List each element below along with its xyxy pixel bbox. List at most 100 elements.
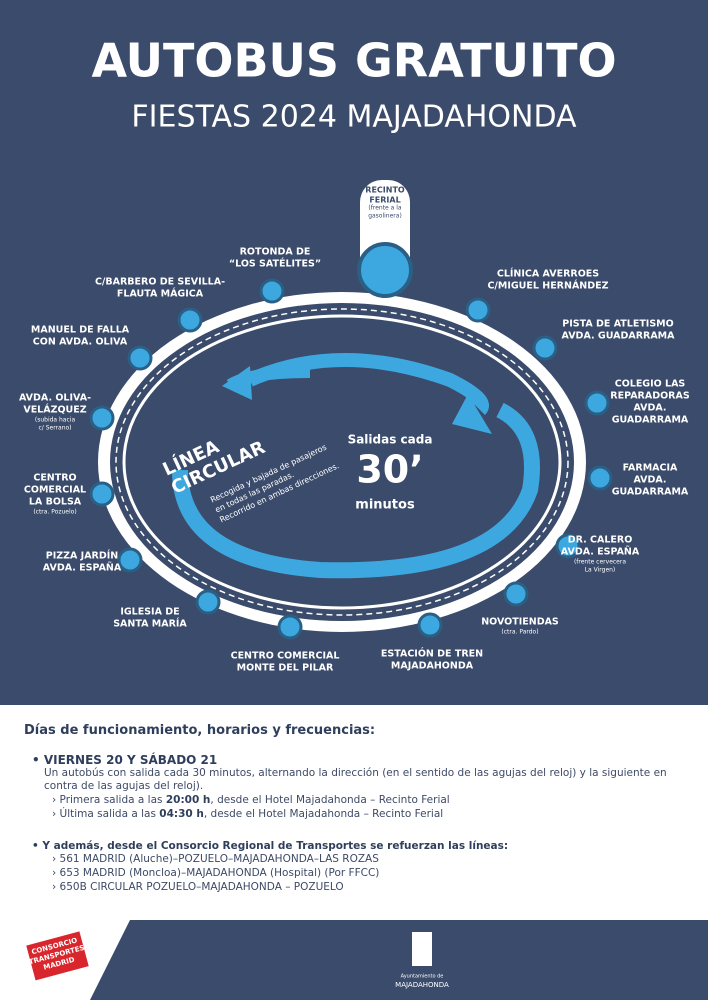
stop-note: (subida hacia (35, 417, 76, 424)
stop-label: GUADARRAMA (612, 487, 689, 498)
stop-dot (532, 335, 558, 361)
stop-label: ROTONDA DE (240, 247, 311, 258)
stop-label: PIZZA JARDÍN (46, 550, 119, 562)
stop-label: AVDA. GUADARRAMA (562, 331, 676, 342)
stop-dot (127, 345, 153, 371)
stop-label: FLAUTA MÁGICA (117, 288, 204, 300)
bus-line-text: 653 MADRID (Moncloa)–MAJADAHONDA (Hospit… (59, 867, 380, 879)
stop-label: NOVOTIENDAS (481, 617, 559, 628)
stop-dot (117, 547, 143, 573)
days-text: VIERNES 20 Y SÁBADO 21 (43, 753, 218, 767)
departure-time: 04:30 h (159, 808, 204, 820)
stop-label: CON AVDA. OLIVA (33, 337, 128, 348)
stop-label: MANUEL DE FALLA (31, 325, 130, 336)
stop-label: FARMACIA (623, 463, 678, 474)
stop-label: CLÍNICA AVERROES (497, 268, 599, 280)
stop-label: AVDA. (633, 403, 666, 414)
ayuntamiento-logo (412, 932, 432, 966)
stop-label: LA BOLSA (29, 497, 82, 508)
stop-label: ESTACIÓN DE TREN (381, 648, 483, 660)
stop-dot (177, 307, 203, 333)
departure-after: , desde el Hotel Majadahonda – Recinto F… (203, 808, 444, 820)
info: Días de funcionamiento, horarios y frecu… (0, 705, 708, 1000)
bus-line: › 653 MADRID (Moncloa)–MAJADAHONDA (Hosp… (52, 867, 380, 879)
departure: › Última salida a las 04:30 h, desde el … (52, 808, 444, 820)
consorcio-logo (26, 931, 89, 981)
stop-label: AVDA. (633, 475, 666, 486)
freq-value: 30’ (356, 448, 423, 492)
stop-label: AVDA. ESPAÑA (43, 563, 122, 574)
stop-note: (ctra. Pozuelo) (33, 509, 76, 516)
departure-time: 20:00 h (165, 794, 211, 806)
title: AUTOBUS GRATUITO (91, 34, 616, 88)
stop-label: RECINTO (365, 186, 405, 195)
stop-note: (frente a la (368, 205, 401, 212)
map: AUTOBUS GRATUITO FIESTAS 2024 MAJADAHOND… (0, 0, 708, 705)
bus-line-text: 650B CIRCULAR POZUELO–MAJADAHONDA – POZU… (59, 881, 344, 893)
stop-label: C/MIGUEL HERNÁNDEZ (487, 280, 608, 292)
footer-band (90, 920, 708, 1000)
stop-dot (465, 297, 491, 323)
schedule-heading: Días de funcionamiento, horarios y frecu… (24, 723, 376, 738)
stop-dot (259, 278, 285, 304)
bus-line-text: 561 MADRID (Aluche)–POZUELO–MAJADAHONDA–… (59, 853, 379, 865)
stop-label: CENTRO COMERCIAL (231, 651, 340, 662)
extra-block: • Y además, desde el Consorcio Regional … (32, 840, 692, 894)
ayuntamiento-text: Ayuntamiento de (401, 974, 444, 980)
stop-label: GUADARRAMA (612, 415, 689, 426)
stop-note: (frente cervecera (574, 559, 626, 566)
stop-dot (503, 581, 529, 607)
stop-note: c/ Serrano) (38, 425, 71, 432)
stop-note: La Virgen) (585, 567, 616, 574)
arrow-head (452, 394, 492, 434)
freq-label: Salidas cada (348, 433, 433, 447)
stop-label: PISTA DE ATLETISMO (562, 319, 673, 330)
stop-dot (277, 614, 303, 640)
stop-label: MAJADAHONDA (391, 661, 474, 672)
arrow-head (222, 366, 252, 400)
stop-label: VELÁZQUEZ (23, 404, 86, 416)
departure-before: Última salida a las (59, 808, 160, 820)
stop-dot (89, 405, 115, 431)
stop-label: “LOS SATÉLITES” (229, 258, 321, 270)
schedule-block: • VIERNES 20 Y SÁBADO 21 Un autobús con … (32, 753, 692, 821)
extra-text: Y además, desde el Consorcio Regional de… (42, 840, 509, 852)
days: • VIERNES 20 Y SÁBADO 21 (32, 753, 218, 767)
departure-after: , desde el Hotel Majadahonda – Recinto F… (210, 794, 450, 806)
track-dash (115, 308, 569, 616)
stop-dot (417, 612, 443, 638)
stop-dot (89, 481, 115, 507)
arrow (172, 402, 540, 579)
stop-dot (587, 465, 613, 491)
stop-label: AVDA. ESPAÑA (561, 547, 640, 558)
ayuntamiento-text: MAJADAHONDA (395, 981, 449, 989)
freq-unit: minutos (355, 498, 415, 513)
stop-label: COMERCIAL (24, 485, 86, 496)
description: Un autobús con salida cada 30 minutos, a… (44, 767, 667, 792)
extra: • Y además, desde el Consorcio Regional … (32, 840, 509, 852)
arrow (247, 353, 489, 415)
stop-label: DR. CALERO (568, 535, 633, 546)
stop-note: gasolinera) (368, 213, 402, 220)
stop-label: C/BARBERO DE SEVILLA- (95, 277, 225, 288)
ferial-stop (357, 242, 413, 298)
stop-label: COLEGIO LAS (615, 379, 686, 390)
stop-note: (ctra. Pardo) (501, 629, 538, 636)
stop-label: AVDA. OLIVA- (19, 393, 91, 404)
stop-label: FERIAL (369, 196, 400, 205)
bus-line: › 650B CIRCULAR POZUELO–MAJADAHONDA – PO… (52, 881, 344, 893)
bus-line: › 561 MADRID (Aluche)–POZUELO–MAJADAHOND… (52, 853, 379, 865)
stop-dot (555, 533, 581, 559)
departure-before: Primera salida a las (59, 794, 166, 806)
stop-dot (584, 390, 610, 416)
stop-label: IGLESIA DE (120, 607, 179, 618)
stop-label: CENTRO (33, 473, 76, 484)
subtitle: FIESTAS 2024 MAJADAHONDA (131, 100, 577, 135)
stop-dot (195, 589, 221, 615)
stop-label: MONTE DEL PILAR (237, 663, 334, 674)
departure: › Primera salida a las 20:00 h, desde el… (52, 794, 450, 806)
stop-label: REPARADORAS (610, 391, 690, 402)
stop-label: SANTA MARÍA (113, 618, 187, 630)
